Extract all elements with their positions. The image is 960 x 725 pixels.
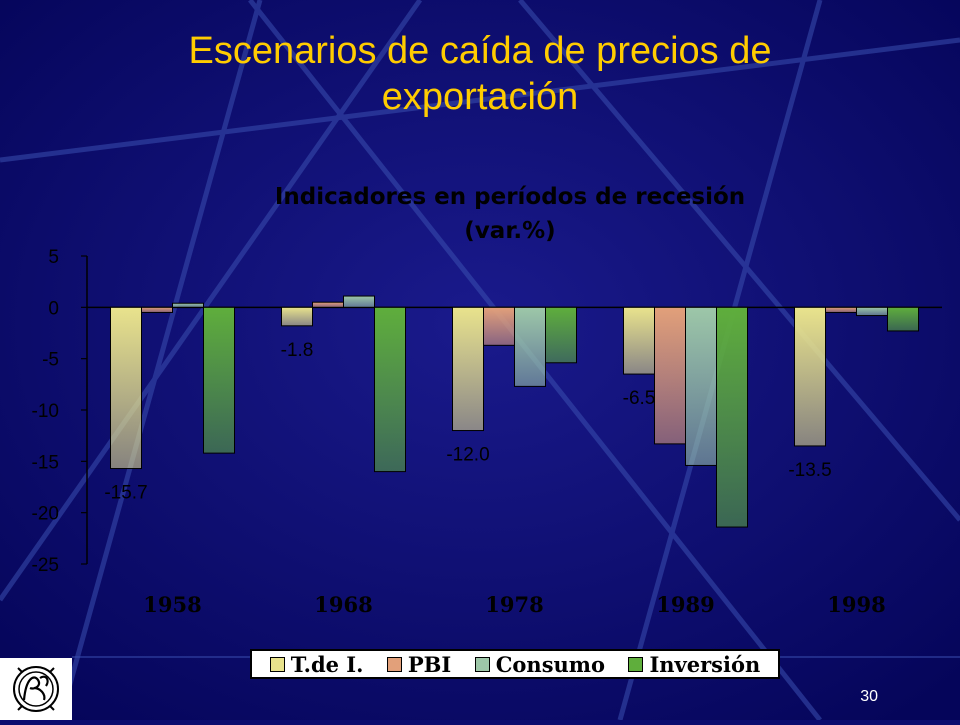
x-tick-label: 1968	[314, 592, 372, 617]
y-tick-label: -20	[32, 504, 59, 525]
slide-title-line1: Escenarios de caída de precios de	[188, 30, 772, 72]
chart-title-line2: (var.%)	[464, 218, 556, 244]
bar-1958-series-2	[172, 302, 204, 308]
bar-1989-series-3	[716, 306, 748, 528]
bar-1998-series-0	[794, 306, 826, 447]
y-tick-label: 0	[48, 298, 59, 319]
bar-1998-series-1	[825, 306, 857, 313]
y-tick-label: 5	[48, 247, 59, 268]
chart-title-line1: Indicadores en períodos de recesión	[274, 184, 746, 210]
chart-legend: T.de I. PBI Consumo Inversión	[250, 649, 780, 679]
data-label: -12.0	[446, 445, 489, 466]
legend-label: Consumo	[495, 651, 606, 677]
y-tick-label: -10	[32, 401, 59, 422]
bar-1978-series-3	[545, 306, 577, 364]
bar-1958-series-1	[141, 306, 173, 313]
legend-item-t-de-i: T.de I.	[269, 651, 364, 677]
legend-swatch-icon	[628, 656, 644, 672]
bar-1998-series-2	[856, 306, 888, 317]
page-number: 30	[860, 688, 878, 705]
legend-label: T.de I.	[290, 651, 364, 677]
slide-title-line2: exportación	[381, 76, 579, 118]
bar-1968-series-0	[281, 306, 313, 327]
bar-1968-series-2	[343, 295, 375, 308]
slide-title: Escenarios de caída de precios de export…	[0, 28, 960, 120]
bar-1958-series-0	[110, 306, 142, 470]
legend-swatch-icon	[474, 656, 490, 672]
legend-item-inversion: Inversión	[628, 652, 760, 677]
y-tick-label: -25	[32, 555, 59, 576]
legend-swatch-icon	[269, 656, 285, 672]
legend-item-pbi: PBI	[386, 651, 452, 677]
data-label: -1.8	[281, 340, 314, 361]
x-tick-label: 1958	[143, 592, 201, 617]
bar-1968-series-1	[312, 301, 344, 308]
bar-1989-series-1	[654, 306, 686, 445]
legend-swatch-icon	[386, 656, 402, 672]
bar-1958-series-3	[203, 306, 235, 454]
legend-label: Inversión	[649, 651, 761, 677]
bar-1998-series-3	[887, 306, 919, 332]
data-label: -6.5	[623, 388, 656, 409]
bar-1968-series-3	[374, 306, 406, 473]
bar-1978-series-0	[452, 306, 484, 432]
y-tick-label: -5	[42, 350, 59, 371]
bar-1989-series-0	[623, 306, 655, 375]
x-tick-label: 1989	[656, 592, 714, 617]
legend-label: PBI	[407, 651, 452, 677]
bar-1978-series-1	[483, 306, 515, 346]
bcrp-logo-icon	[0, 658, 72, 720]
bar-1989-series-2	[685, 306, 717, 466]
legend-item-consumo: Consumo	[474, 651, 606, 677]
x-tick-label: 1978	[485, 592, 543, 617]
data-label: -15.7	[104, 483, 147, 504]
data-label: -13.5	[788, 460, 831, 481]
chart-title: Indicadores en períodos de recesión (var…	[200, 180, 820, 248]
x-tick-label: 1998	[827, 592, 885, 617]
y-tick-label: -15	[32, 452, 59, 473]
bar-1978-series-2	[514, 306, 546, 387]
